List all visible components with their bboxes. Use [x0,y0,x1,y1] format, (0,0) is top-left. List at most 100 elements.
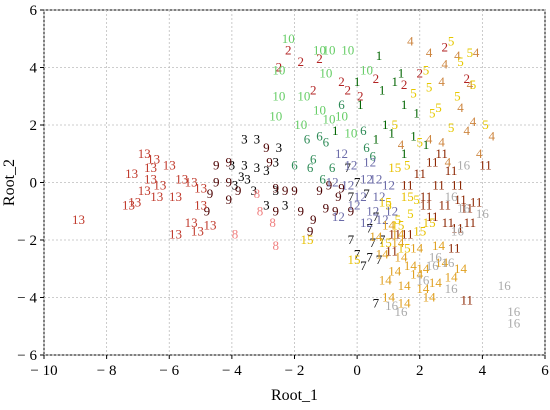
point-group-15: 15 [398,241,411,256]
point-group-11: 11 [479,157,492,172]
point-group-11: 11 [413,166,426,181]
point-group-1: 1 [382,117,389,132]
point-group-13: 13 [203,218,216,233]
point-group-3: 3 [254,160,261,175]
point-group-13: 13 [185,215,198,230]
point-group-9: 9 [207,186,214,201]
point-group-13: 13 [185,175,198,190]
x-tick-label: − 10 [30,363,57,379]
point-group-3: 3 [244,172,251,187]
point-group-16: 16 [429,249,443,264]
point-group-9: 9 [272,203,279,218]
point-group-14: 14 [404,258,418,273]
point-group-13: 13 [147,152,160,167]
point-group-4: 4 [445,154,452,169]
point-group-10: 10 [319,65,332,80]
point-group-9: 9 [213,175,220,190]
point-group-5: 5 [448,120,455,135]
point-group-11: 11 [401,226,414,241]
point-group-12: 12 [347,198,360,213]
x-tick-label: 6 [541,363,549,379]
point-group-12: 12 [382,177,395,192]
point-group-6: 6 [316,129,323,144]
point-group-4: 4 [438,74,445,89]
point-group-1: 1 [401,146,408,161]
point-group-12: 12 [341,177,354,192]
point-group-11: 11 [388,226,401,241]
point-group-6: 6 [307,160,314,175]
point-group-15: 15 [391,218,404,233]
point-group-5: 5 [467,45,474,60]
y-tick-label: 4 [30,61,38,77]
point-group-14: 14 [398,295,412,310]
point-group-7: 7 [344,160,351,175]
x-tick-label: 4 [479,363,487,379]
point-group-13: 13 [72,212,85,227]
point-group-12: 12 [354,189,367,204]
point-group-14: 14 [382,218,396,233]
point-group-9: 9 [204,203,211,218]
point-group-15: 15 [301,232,314,247]
point-group-9: 9 [298,203,305,218]
point-group-13: 13 [128,195,141,210]
point-group-9: 9 [282,183,289,198]
point-group-11: 11 [460,292,473,307]
point-group-7: 7 [363,186,370,201]
point-group-4: 4 [470,114,477,129]
point-group-7: 7 [348,189,355,204]
point-group-9: 9 [225,175,232,190]
point-group-15: 15 [388,160,401,175]
point-group-2: 2 [285,42,292,57]
point-group-10: 10 [344,126,357,141]
point-group-3: 3 [263,198,270,213]
y-tick-label: − 4 [17,291,37,307]
point-group-4: 4 [426,45,433,60]
point-group-1: 1 [332,123,339,138]
point-group-14: 14 [379,272,393,287]
point-group-15: 15 [347,252,360,267]
point-group-3: 3 [232,177,239,192]
point-group-14: 14 [369,229,383,244]
point-group-10: 10 [272,62,285,77]
point-group-4: 4 [407,34,414,49]
point-group-16: 16 [457,200,471,215]
point-group-3: 3 [263,163,270,178]
point-group-5: 5 [395,212,402,227]
point-group-16: 16 [441,255,455,270]
point-group-11: 11 [442,215,455,230]
point-group-7: 7 [354,246,361,261]
point-group-6: 6 [360,123,367,138]
axes [40,9,546,359]
point-group-16: 16 [507,304,521,319]
point-group-11: 11 [401,177,414,192]
point-group-2: 2 [298,54,305,69]
point-group-4: 4 [467,77,474,92]
point-group-16: 16 [416,272,430,287]
point-group-3: 3 [272,154,279,169]
point-group-9: 9 [266,154,273,169]
point-group-16: 16 [498,278,512,293]
point-group-13: 13 [175,172,188,187]
point-group-2: 2 [442,39,449,54]
point-group-14: 14 [416,281,430,296]
y-tick-label: − 2 [17,233,37,249]
point-group-5: 5 [404,157,411,172]
point-group-12: 12 [385,203,398,218]
point-group-14: 14 [435,255,449,270]
point-group-9: 9 [213,157,220,172]
point-group-5: 5 [423,62,430,77]
point-group-14: 14 [382,290,396,305]
point-group-10: 10 [294,117,307,132]
point-group-11: 11 [426,209,439,224]
point-group-14: 14 [388,264,402,279]
point-group-14: 14 [445,269,459,284]
point-group-7: 7 [373,209,380,224]
point-group-1: 1 [410,129,417,144]
point-group-8: 8 [254,186,261,201]
point-group-16: 16 [457,157,471,172]
point-group-1: 1 [423,137,430,152]
point-group-11: 11 [439,198,452,213]
point-group-16: 16 [385,298,399,313]
